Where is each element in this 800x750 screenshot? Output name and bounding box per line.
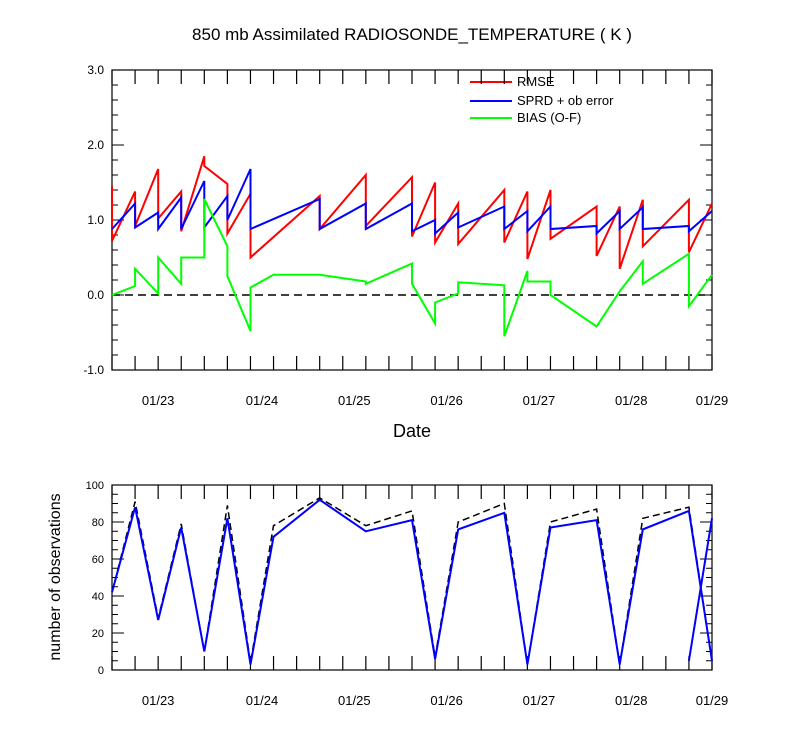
bottom-y-tick-label: 20: [92, 628, 104, 640]
top-x-tick-label: 01/28: [615, 393, 648, 408]
bottom-x-tick-label: 01/26: [430, 693, 463, 708]
top-y-tick-label: -1.0: [83, 363, 104, 377]
top-y-tick-label: 2.0: [87, 138, 104, 152]
legend: RMSE SPRD + ob error BIAS (O-F): [470, 74, 614, 125]
top-series-bias-o-f: [111, 198, 713, 337]
x-axis-label: Date: [393, 421, 431, 441]
y-axis-label: number of observations: [47, 493, 64, 660]
top-x-tick-label: 01/27: [523, 393, 556, 408]
top-x-tick-label: 01/25: [338, 393, 371, 408]
bottom-x-tick-label: 01/27: [523, 693, 556, 708]
top-panel: -1.0 0.0 1.0 2.0 3.0 01/23 01/24 01/25 01/26 01/2…: [83, 63, 728, 408]
top-x-tick-label: 01/23: [142, 393, 175, 408]
bottom-series-assimilated-observations: [111, 498, 713, 665]
top-x-tick-label: 01/26: [430, 393, 463, 408]
top-x-tick-label: 01/29: [696, 393, 729, 408]
legend-label-bias: BIAS (O-F): [517, 110, 581, 125]
bottom-x-tick-label: 01/29: [696, 693, 729, 708]
bottom-y-tick-label: 80: [92, 517, 104, 529]
bottom-x-tick-label: 01/23: [142, 693, 175, 708]
top-series-sprd-ob-error: [111, 168, 713, 236]
legend-label-sprd: SPRD + ob error: [517, 93, 614, 108]
bottom-y-tick-label: 60: [92, 554, 104, 566]
bottom-x-tick-label: 01/25: [338, 693, 371, 708]
top-y-tick-label: 0.0: [87, 288, 104, 302]
bottom-y-tick-label: 0: [98, 665, 104, 677]
top-x-tick-label: 01/24: [246, 393, 279, 408]
chart-title: 850 mb Assimilated RADIOSONDE_TEMPERATUR…: [192, 25, 632, 44]
bottom-y-tick-label: 40: [92, 591, 104, 603]
bottom-x-tick-label: 01/24: [246, 693, 279, 708]
top-y-tick-label: 1.0: [87, 213, 104, 227]
bottom-series-tail: [687, 518, 713, 661]
bottom-x-tick-label: 01/28: [615, 693, 648, 708]
top-y-tick-label: 3.0: [87, 63, 104, 77]
bottom-y-tick-label: 100: [86, 480, 104, 492]
legend-label-rmse: RMSE: [517, 74, 555, 89]
bottom-panel: 0 20 40 60 80 100 01/23 01/24 01/25 01/26 01/27 01/…: [86, 480, 729, 708]
